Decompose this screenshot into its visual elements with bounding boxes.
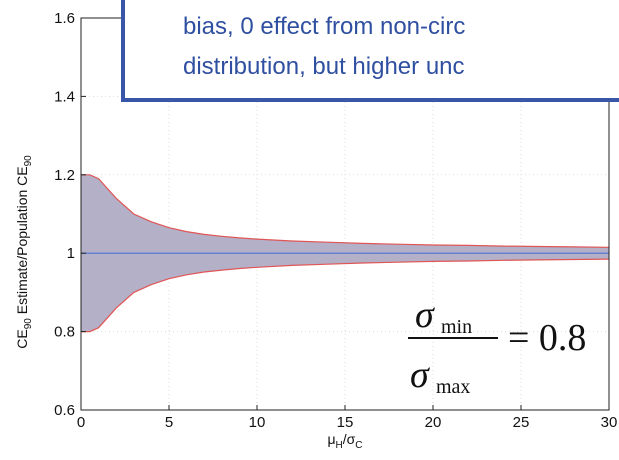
callout-line-1: bias, 0 effect from non-circ: [183, 13, 465, 40]
confidence-band-lower-edge: [81, 258, 610, 333]
y-tick-label: 1.2: [54, 167, 75, 184]
x-axis-label-main: μ: [327, 431, 335, 447]
y-tick-label: 0.8: [54, 324, 75, 341]
x-tick-label: 25: [513, 414, 530, 431]
x-axis-label-sub1: H: [336, 440, 343, 451]
formula-denominator-subscript: max: [436, 376, 470, 398]
formula-numerator-subscript: min: [441, 316, 472, 338]
x-axis-label-mid: /σ: [343, 431, 356, 447]
confidence-band-upper-edge: [81, 174, 610, 248]
x-tick-label: 0: [77, 414, 85, 431]
callout-line-2: distribution, but higher unc: [183, 53, 465, 80]
y-axis-label-pre: CE: [14, 329, 30, 348]
formula-equals-value: = 0.8: [508, 317, 586, 359]
callout-box: [121, 0, 619, 102]
y-axis-ticks: 0.6 0.8 1 1.2 1.4 1.6: [54, 10, 86, 419]
x-axis-ticks: 0 5 10 15 20 25 30: [77, 405, 618, 431]
x-tick-label: 30: [601, 414, 618, 431]
y-tick-label: 1: [67, 245, 75, 262]
ratio-formula: σ min σ max = 0.8: [408, 294, 586, 398]
formula-numerator-sigma: σ: [415, 294, 435, 336]
y-axis-label-sub1: 90: [23, 318, 34, 330]
y-axis-label-mid: Estimate/Population CE: [14, 166, 30, 318]
x-axis-label-sub2: C: [355, 440, 362, 451]
y-axis-label: CE90 Estimate/Population CE90: [14, 155, 34, 349]
formula-denominator-sigma: σ: [410, 354, 430, 396]
x-tick-label: 20: [425, 414, 442, 431]
y-tick-label: 0.6: [54, 402, 75, 419]
y-tick-label: 1.4: [54, 88, 75, 105]
x-tick-label: 5: [165, 414, 173, 431]
x-tick-label: 10: [249, 414, 266, 431]
x-axis-label: μH/σC: [327, 431, 362, 451]
y-tick-label: 1.6: [54, 10, 75, 27]
y-axis-label-sub2: 90: [23, 155, 34, 167]
x-tick-label: 15: [337, 414, 354, 431]
